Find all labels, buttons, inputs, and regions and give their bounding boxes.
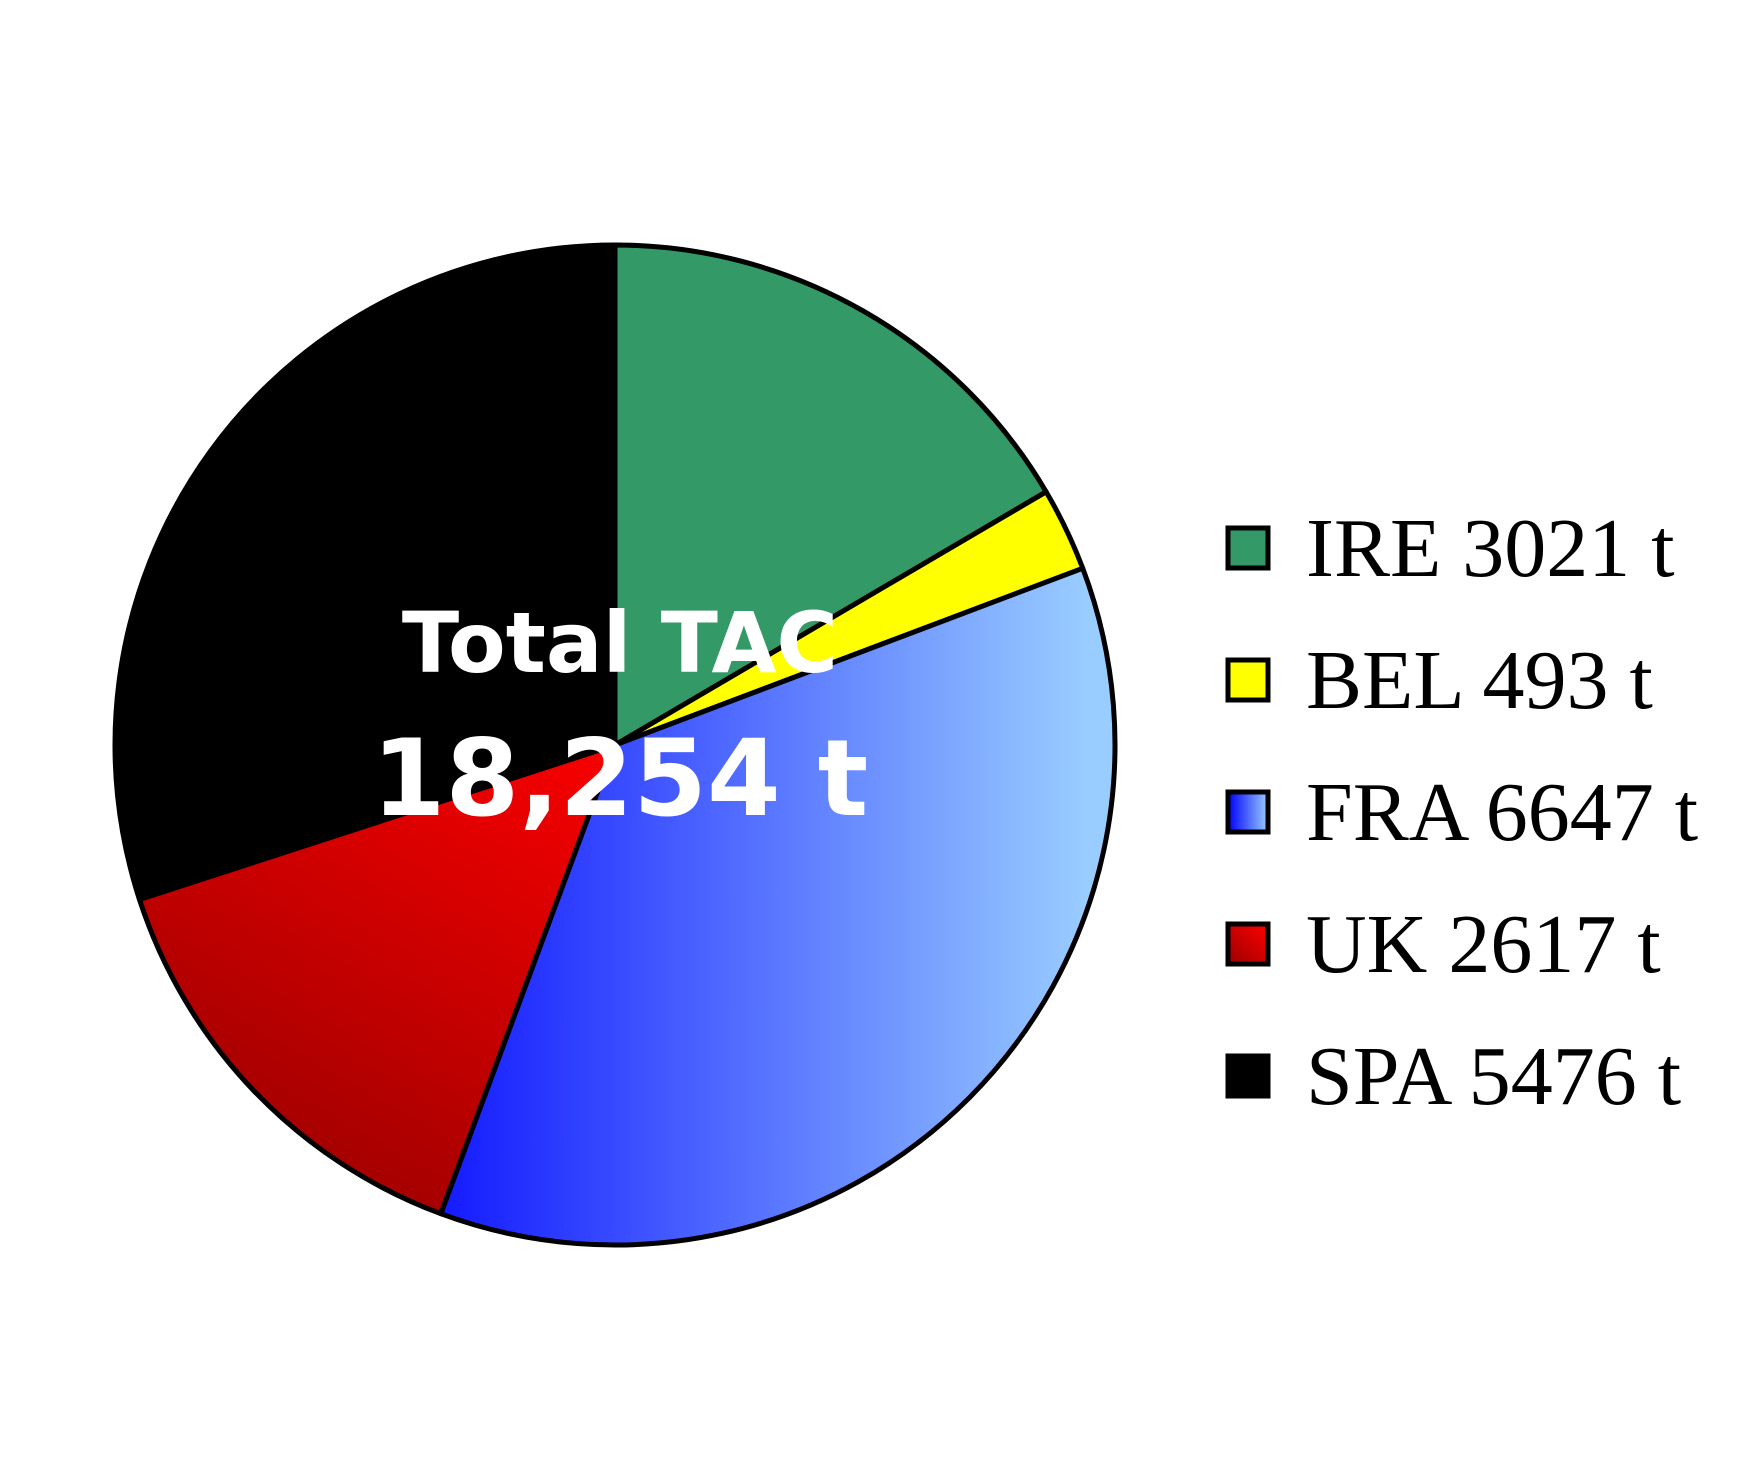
legend-label-fra: FRA 6647 t <box>1306 766 1698 859</box>
legend-item-ire: IRE 3021 t <box>1225 502 1675 595</box>
legend-swatch-spa <box>1225 1053 1271 1099</box>
legend-swatch-ire <box>1225 525 1271 571</box>
center-label-total: 18,254 t <box>372 717 869 840</box>
legend-swatch-uk <box>1225 921 1271 967</box>
center-label: Total TAC 18,254 t <box>372 594 869 840</box>
center-label-title: Total TAC <box>402 594 838 692</box>
legend-item-bel: BEL 493 t <box>1225 634 1653 727</box>
pie-slices <box>112 242 1118 1248</box>
legend-swatch-bel <box>1225 657 1271 703</box>
legend-label-ire: IRE 3021 t <box>1306 502 1675 595</box>
pie-slice-fra <box>438 565 1118 1248</box>
legend-item-fra: FRA 6647 t <box>1225 766 1698 859</box>
legend-label-bel: BEL 493 t <box>1306 634 1653 727</box>
legend-item-spa: SPA 5476 t <box>1225 1030 1681 1123</box>
legend: IRE 3021 t BEL 493 t FRA 6647 t UK 2617 t SP… <box>1225 502 1698 1123</box>
legend-swatch-fra <box>1225 789 1271 835</box>
legend-label-uk: UK 2617 t <box>1306 898 1661 991</box>
pie-slice-ire <box>612 242 1049 748</box>
pie-slice-spa <box>112 242 618 902</box>
legend-label-spa: SPA 5476 t <box>1306 1030 1681 1123</box>
legend-item-uk: UK 2617 t <box>1225 898 1661 991</box>
